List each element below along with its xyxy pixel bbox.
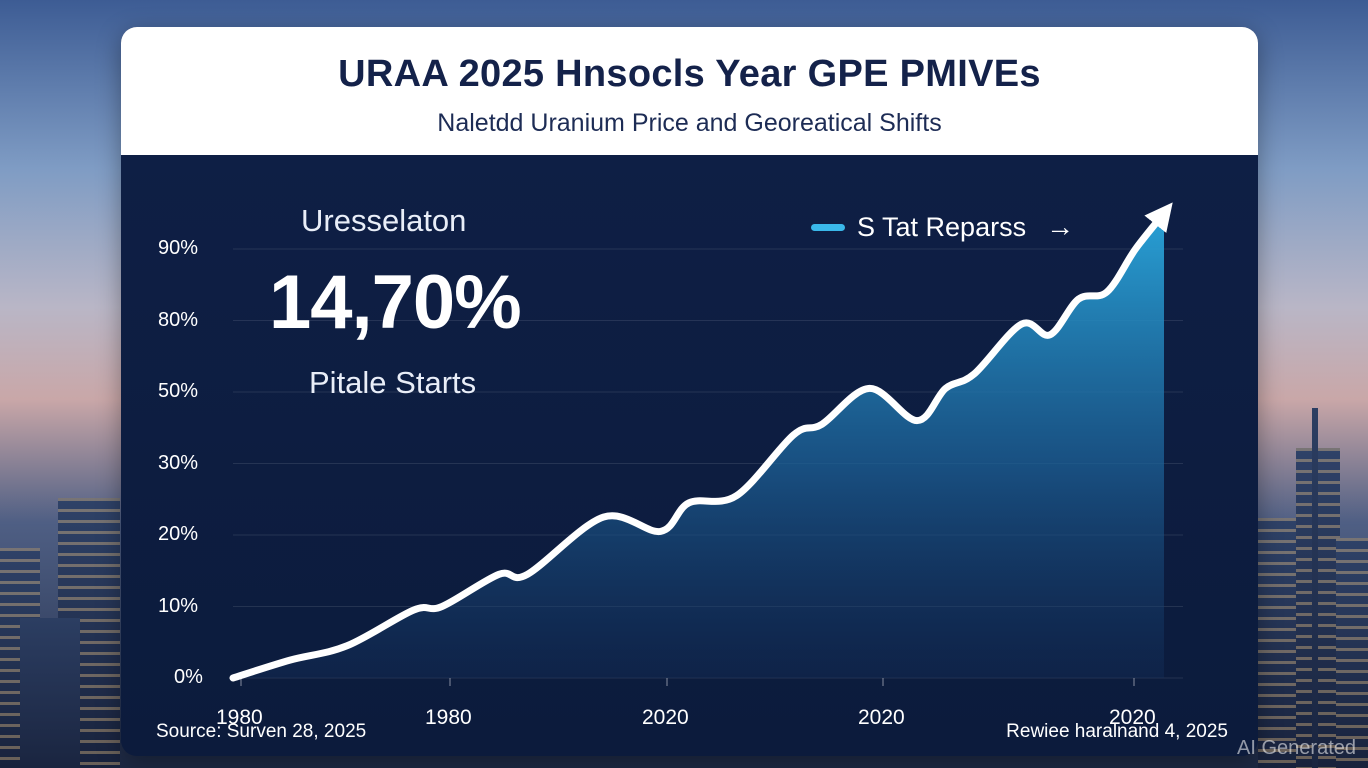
data-point [1048, 333, 1052, 337]
data-point [526, 572, 530, 576]
data-point [1020, 322, 1024, 326]
building [1296, 448, 1340, 768]
data-point [1105, 290, 1109, 294]
data-point [687, 501, 691, 505]
data-point [1162, 211, 1166, 215]
series-area [233, 213, 1164, 679]
stat-label: Uresselaton [301, 203, 467, 238]
chart-subtitle: Naletdd Uranium Price and Georeatical Sh… [437, 109, 942, 137]
data-point [820, 422, 824, 426]
legend-swatch [811, 223, 845, 231]
data-point [735, 494, 739, 498]
review-note: Rewiee haralnand 4, 2025 [1006, 721, 1228, 742]
data-point [602, 515, 606, 519]
data-point [440, 605, 444, 609]
data-point [1077, 297, 1081, 301]
data-point [659, 529, 663, 533]
legend-label: S Tat Reparss [857, 211, 1027, 242]
building-spire [1312, 408, 1318, 768]
data-point [497, 572, 501, 576]
building [1258, 518, 1298, 768]
data-point [915, 419, 919, 423]
data-point [231, 676, 235, 680]
data-point [412, 608, 416, 612]
chart-header: URAA 2025 Hnsocls Year GPE PMIVEs Naletd… [121, 27, 1258, 155]
y-tick-label: 20% [158, 523, 199, 545]
arrow-right-icon: → [1046, 211, 1075, 242]
background-skyline [0, 408, 1368, 768]
chart-panel: 0% 10% 20% 30% 50% 80% 90% 1980 1980 2020 2020 202… [121, 155, 1258, 756]
stat-value: 14,70% [269, 260, 522, 345]
x-tick-label: 1980 [425, 706, 472, 729]
y-tick-label: 90% [158, 237, 199, 259]
building [1336, 538, 1368, 768]
chart-title: URAA 2025 Hnsocls Year GPE PMIVEs [338, 53, 1041, 95]
chart-legend: S Tat Reparss → [811, 209, 1074, 245]
y-tick-label: 50% [158, 380, 199, 402]
chart-plot [229, 202, 1183, 686]
x-tick-label: 2020 [1109, 706, 1156, 729]
series-line [229, 202, 1173, 682]
x-tick-label: 1980 [216, 706, 263, 729]
x-tick-label: 2020 [858, 706, 905, 729]
watermark: AI Generated [1237, 737, 1356, 759]
y-tick-label: 0% [174, 666, 203, 688]
y-tick-label: 80% [158, 308, 199, 331]
data-point [345, 644, 349, 648]
data-point [1134, 247, 1138, 251]
x-tick-label: 2020 [642, 706, 689, 729]
chart-card: URAA 2025 Hnsocls Year GPE PMIVEs Naletd… [121, 27, 1258, 756]
data-point [972, 372, 976, 376]
y-tick-label: 30% [158, 451, 199, 474]
stat-sub: Pitale Starts [309, 365, 477, 400]
data-point [868, 386, 872, 390]
source-note: Source: Surven 28, 2025 [156, 721, 367, 742]
data-point [288, 658, 292, 662]
data-point [944, 386, 948, 390]
y-tick-label: 10% [158, 594, 199, 617]
building [20, 618, 80, 768]
data-point [792, 433, 796, 437]
